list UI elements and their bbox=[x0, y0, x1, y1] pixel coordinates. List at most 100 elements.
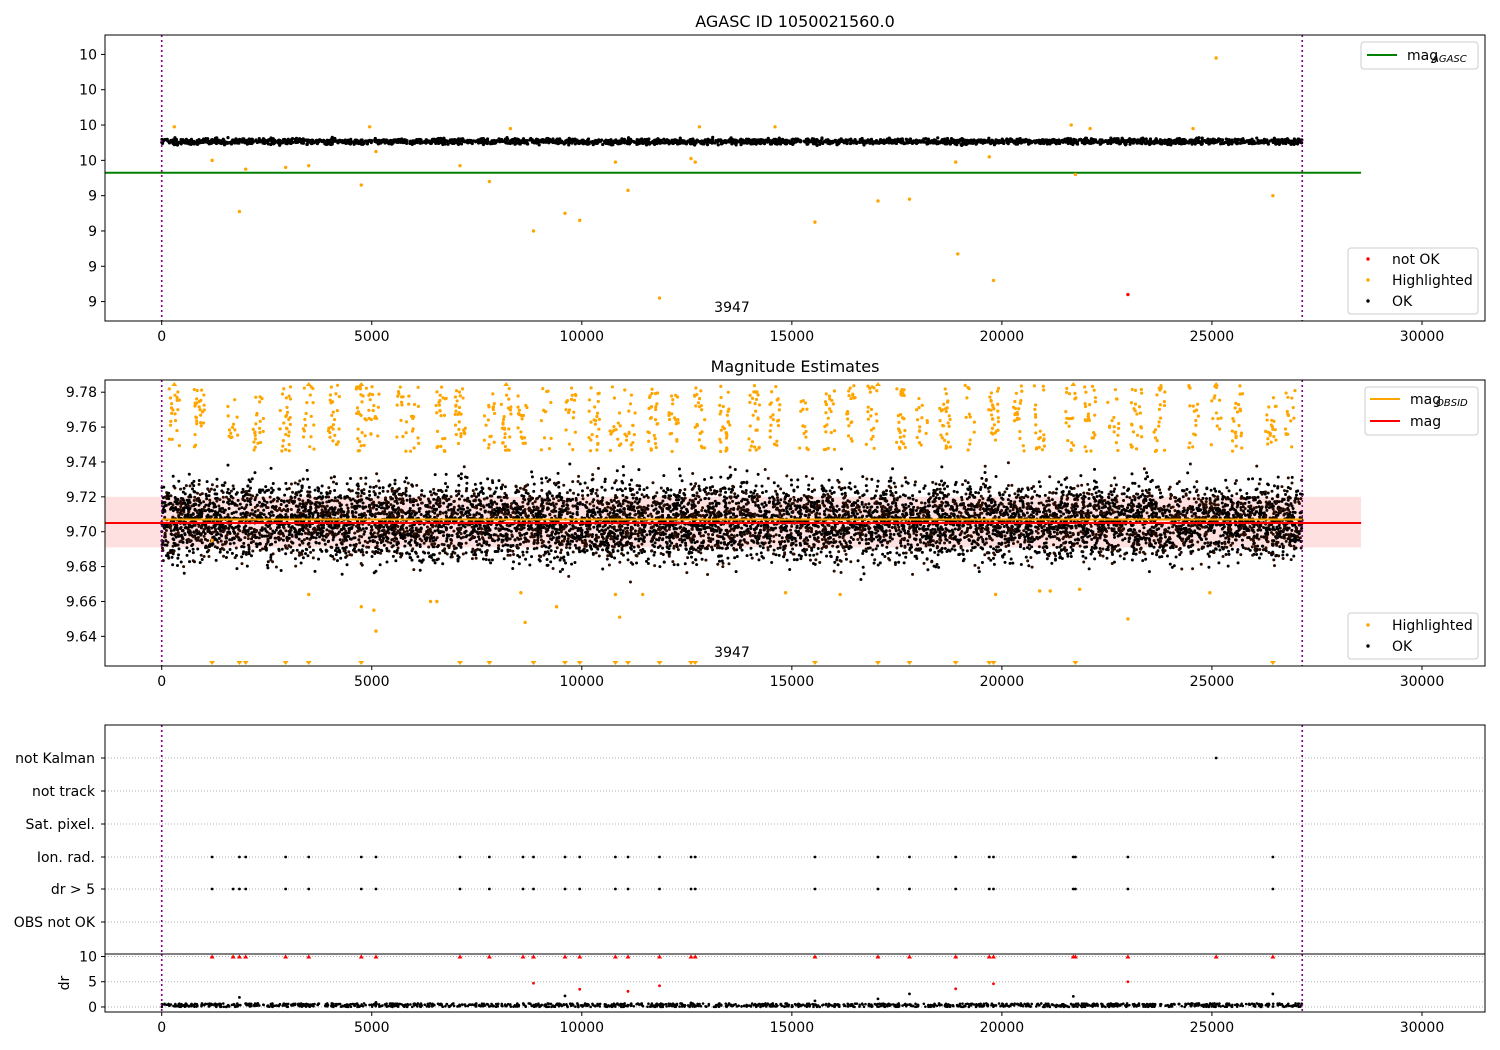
highlighted-point bbox=[458, 163, 462, 168]
ok-point bbox=[1225, 486, 1229, 490]
ok-point bbox=[591, 143, 595, 147]
ok-point bbox=[813, 140, 817, 144]
ok-point bbox=[514, 141, 518, 146]
legend-sub-mag-agasc: AGASC bbox=[1431, 54, 1467, 65]
ok-point bbox=[586, 486, 590, 490]
ok-point bbox=[1125, 495, 1129, 499]
ok-point bbox=[445, 139, 449, 143]
ok-point bbox=[711, 501, 715, 505]
ok-point bbox=[1110, 493, 1114, 497]
ok-point bbox=[573, 142, 577, 146]
ok-point bbox=[1033, 490, 1037, 494]
ok-point bbox=[774, 489, 778, 493]
ok-point bbox=[752, 141, 756, 145]
ok-point bbox=[523, 508, 527, 512]
ok-point bbox=[673, 138, 677, 142]
ok-point bbox=[848, 141, 853, 145]
ok-point bbox=[637, 139, 642, 143]
ok-point bbox=[551, 530, 555, 534]
ok-point bbox=[938, 487, 942, 491]
y-tick-label: 9 bbox=[88, 295, 97, 311]
ok-point bbox=[1043, 493, 1047, 497]
ok-point bbox=[869, 140, 873, 144]
ok-point bbox=[333, 496, 337, 500]
ok-point bbox=[326, 142, 331, 146]
ok-point bbox=[878, 138, 883, 142]
ok-point bbox=[844, 138, 848, 142]
ok-point bbox=[1129, 140, 1133, 144]
ok-point bbox=[290, 136, 295, 141]
ok-point bbox=[293, 481, 297, 485]
ok-point bbox=[761, 491, 765, 495]
ok-point bbox=[586, 493, 590, 497]
ok-point bbox=[562, 483, 566, 487]
ok-point bbox=[644, 143, 649, 147]
highlighted-point bbox=[626, 188, 630, 193]
ok-point bbox=[174, 137, 179, 142]
legend-label-ok: OK bbox=[1392, 294, 1413, 310]
ok-point bbox=[1286, 498, 1290, 502]
ok-point bbox=[293, 495, 297, 499]
ok-point bbox=[424, 141, 428, 145]
ok-point bbox=[234, 546, 238, 550]
ok-point bbox=[706, 532, 710, 536]
ok-point bbox=[226, 463, 230, 467]
ok-point bbox=[904, 503, 908, 507]
ok-point bbox=[621, 502, 625, 506]
ok-point bbox=[1120, 137, 1125, 141]
ok-point bbox=[913, 483, 917, 487]
ok-point bbox=[1281, 140, 1286, 144]
ok-point bbox=[1262, 140, 1266, 144]
ok-point bbox=[459, 515, 463, 519]
ok-point bbox=[749, 546, 753, 550]
ok-point bbox=[1048, 138, 1052, 142]
highlighted-point bbox=[1214, 56, 1218, 60]
ok-point bbox=[547, 552, 551, 556]
ok-point bbox=[1022, 529, 1026, 533]
ok-point bbox=[650, 504, 654, 508]
ok-point bbox=[213, 488, 217, 492]
ok-point bbox=[790, 524, 794, 528]
ok-point bbox=[469, 141, 474, 145]
ok-point bbox=[478, 139, 482, 143]
ok-point bbox=[759, 524, 763, 528]
ok-point bbox=[585, 500, 589, 504]
x-tick-label: 5000 bbox=[354, 329, 390, 345]
ok-point bbox=[1130, 498, 1134, 502]
ok-point bbox=[876, 479, 880, 483]
ok-point bbox=[633, 500, 637, 504]
ok-point bbox=[858, 140, 862, 145]
ok-point bbox=[1106, 141, 1110, 145]
ok-point bbox=[807, 487, 811, 491]
ok-point bbox=[1193, 139, 1197, 143]
ok-point bbox=[763, 501, 767, 505]
ok-point bbox=[931, 480, 935, 484]
ok-point bbox=[1098, 138, 1102, 142]
ok-point bbox=[173, 495, 177, 499]
ok-point bbox=[321, 139, 325, 143]
ok-point bbox=[1276, 475, 1280, 479]
ok-point bbox=[710, 138, 714, 143]
ok-point bbox=[1227, 138, 1231, 142]
ok-point bbox=[620, 137, 624, 141]
ok-point bbox=[1035, 139, 1039, 143]
ok-point bbox=[1145, 139, 1149, 144]
ok-point bbox=[352, 140, 357, 145]
highlighted-point bbox=[1088, 126, 1092, 131]
panel-agasc: AGASC ID 1050021560.0 0 5000 10000 15000 200… bbox=[79, 12, 1486, 345]
ok-point bbox=[297, 139, 302, 143]
ok-point bbox=[362, 532, 366, 536]
ok-point bbox=[880, 543, 884, 547]
ok-point bbox=[586, 137, 591, 141]
panel-agasc-annotation: 3947 bbox=[714, 300, 750, 316]
ok-point bbox=[1037, 480, 1041, 484]
x-tick-label: 15000 bbox=[770, 329, 815, 345]
ok-point bbox=[636, 524, 640, 528]
ok-point bbox=[964, 492, 968, 496]
ok-point bbox=[849, 514, 853, 518]
ok-point bbox=[278, 487, 282, 491]
ok-point bbox=[700, 139, 704, 143]
highlighted-point bbox=[563, 211, 567, 216]
ok-point bbox=[614, 139, 618, 143]
ok-point bbox=[1016, 489, 1020, 493]
